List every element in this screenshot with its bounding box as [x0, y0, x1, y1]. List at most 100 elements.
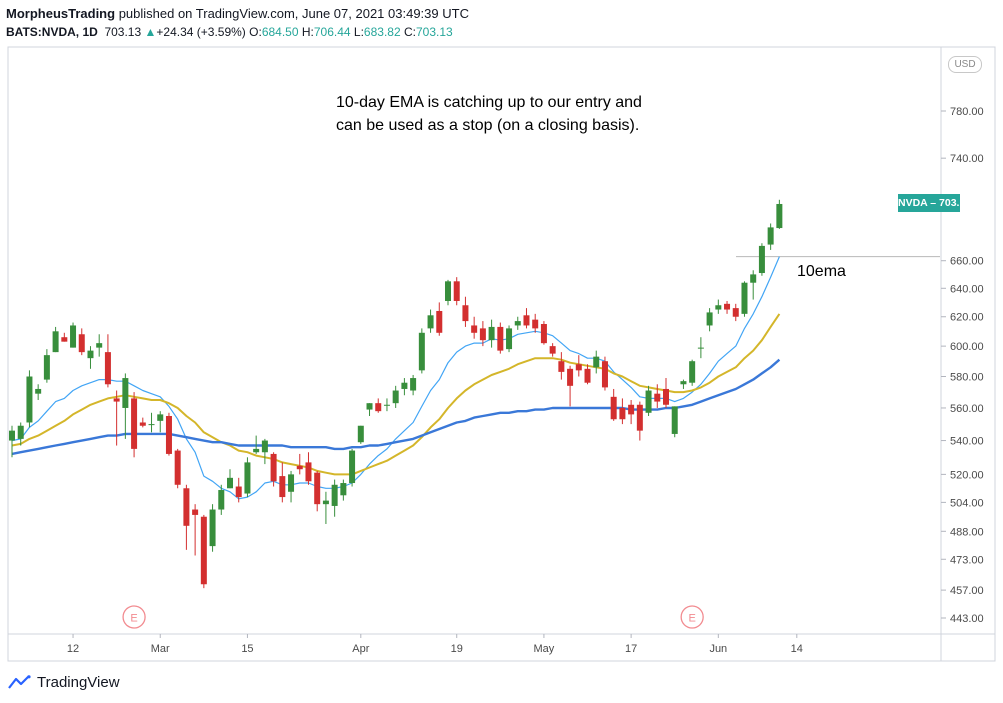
candle-body [619, 407, 626, 420]
candle [340, 479, 347, 501]
candle-body [584, 368, 591, 383]
earnings-marker-label: E [688, 613, 695, 625]
open-value: 684.50 [261, 25, 299, 39]
candle [253, 435, 260, 454]
candle [645, 385, 652, 416]
time-axis-label: Jun [709, 643, 727, 655]
candle-body [244, 462, 251, 494]
candle-body [479, 328, 486, 341]
candle-body [26, 376, 33, 423]
candle-body [628, 404, 635, 415]
open-label: O: [249, 25, 262, 39]
candle [506, 325, 513, 353]
candle-body [96, 343, 103, 348]
candle-body [349, 450, 356, 484]
candle-body [418, 332, 425, 371]
candle-body [523, 315, 530, 326]
candle [410, 374, 417, 396]
candle-body [383, 404, 390, 406]
candle-body [436, 310, 443, 333]
candle [601, 356, 608, 391]
price-axis-label: 560.00 [950, 403, 984, 415]
candle [200, 514, 207, 589]
candle [628, 399, 635, 425]
candle [35, 384, 42, 400]
price-axis-label: 457.00 [950, 585, 984, 597]
candle [165, 412, 172, 456]
candle-body [314, 472, 321, 505]
candle [663, 378, 669, 408]
candle-body [279, 476, 286, 498]
candle [70, 322, 77, 348]
candle-body [471, 325, 478, 333]
low-label: L: [353, 25, 364, 39]
candle [654, 384, 661, 408]
candle [104, 334, 111, 388]
author-name[interactable]: MorpheusTrading [6, 6, 116, 21]
candle-body [567, 368, 574, 386]
candle-body [401, 382, 408, 389]
candle-body [322, 500, 329, 505]
close-value: 703.13 [415, 25, 453, 39]
candle [235, 477, 242, 503]
earnings-marker-label: E [130, 613, 137, 625]
candle-body [78, 334, 85, 353]
candle [131, 392, 138, 458]
candle-body [261, 440, 268, 453]
candle [715, 299, 722, 314]
candle-body [706, 312, 713, 326]
candle [183, 484, 190, 550]
candle-body [532, 319, 539, 329]
candle [296, 453, 303, 475]
price-axis-label: 443.00 [950, 613, 984, 625]
candle [706, 308, 713, 332]
candle-body [218, 490, 225, 510]
candle [288, 470, 295, 503]
candle-body [610, 396, 617, 420]
price-axis-label: 600.00 [950, 341, 984, 353]
last-price: 703.13 [104, 25, 142, 39]
candle [383, 398, 390, 412]
candle [671, 406, 678, 438]
candle [724, 300, 731, 314]
currency-toggle-button[interactable]: USD [948, 56, 982, 73]
candle [349, 448, 356, 487]
ohlc-legend: BATS:NVDA, 1D 703.13 ▲+24.34 (+3.59%) O:… [6, 25, 453, 39]
candle [593, 350, 600, 374]
time-axis-label: 12 [67, 643, 79, 655]
time-axis-label: 15 [241, 643, 253, 655]
candle-body [514, 321, 521, 326]
candle-body [288, 474, 295, 492]
candle-body [104, 352, 111, 385]
candle-body [192, 509, 199, 515]
annotation-line-2: can be used as a stop (on a closing basi… [336, 117, 640, 134]
candle-body [636, 404, 643, 431]
time-axis-label: Mar [151, 643, 170, 655]
candle-body [139, 422, 146, 426]
candle [148, 412, 155, 433]
candle [776, 199, 783, 229]
candle [418, 328, 425, 374]
brand-footer[interactable]: TradingView [8, 674, 120, 691]
candle [174, 448, 181, 489]
candle-body [732, 308, 739, 317]
candle-body [165, 415, 172, 454]
candle-body [209, 509, 216, 547]
candle-body [253, 448, 260, 453]
candle-body [122, 378, 129, 408]
price-axis-label: 504.00 [950, 497, 984, 509]
earnings-marker-circle [680, 605, 704, 629]
price-axis-label: 473.00 [950, 554, 984, 566]
candle-body [270, 453, 277, 482]
candle [52, 326, 59, 353]
candle-body [445, 281, 451, 301]
candle-body [331, 484, 338, 506]
candle-body [157, 414, 164, 421]
candle [261, 438, 268, 465]
close-label: C: [403, 25, 416, 39]
candle-body [506, 328, 513, 350]
candle-body [35, 388, 42, 394]
candle-body [758, 245, 765, 274]
brand-name: TradingView [37, 674, 120, 691]
